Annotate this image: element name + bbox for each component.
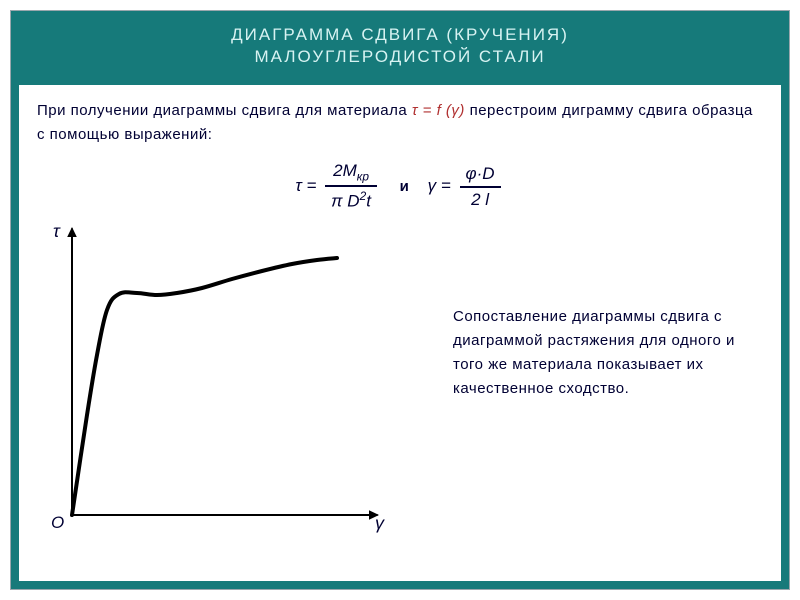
- intro-text: При получении диаграммы сдвига для матер…: [37, 99, 763, 147]
- title-line-2: МАЛОУГЛЕРОДИСТОЙ СТАЛИ: [19, 47, 781, 67]
- title-line-1: ДИАГРАММА СДВИГА (КРУЧЕНИЯ): [19, 25, 781, 45]
- slide-header: ДИАГРАММА СДВИГА (КРУЧЕНИЯ) МАЛОУГЛЕРОДИ…: [11, 11, 789, 83]
- shear-diagram: τ γ O: [37, 215, 397, 545]
- origin-label: O: [51, 513, 64, 533]
- formula-row: τ = 2Mкр π D2t и γ = φ·D 2 l: [37, 161, 763, 212]
- tau-fraction: 2Mкр π D2t: [325, 161, 377, 212]
- slide-content: При получении диаграммы сдвига для матер…: [19, 85, 781, 581]
- intro-accent: τ = f (γ): [412, 102, 465, 119]
- y-axis-label: τ: [53, 221, 60, 242]
- intro-part1: При получении диаграммы сдвига для матер…: [37, 102, 412, 119]
- side-note: Сопоставление диаграммы сдвига с диаграм…: [453, 305, 753, 401]
- slide: ДИАГРАММА СДВИГА (КРУЧЕНИЯ) МАЛОУГЛЕРОДИ…: [10, 10, 790, 590]
- gamma-lhs: γ =: [428, 176, 451, 195]
- tau-lhs: τ =: [295, 176, 316, 195]
- x-axis-label: γ: [375, 513, 384, 534]
- and-word: и: [400, 178, 409, 195]
- gamma-fraction: φ·D 2 l: [460, 164, 501, 210]
- chart-svg: [37, 215, 397, 545]
